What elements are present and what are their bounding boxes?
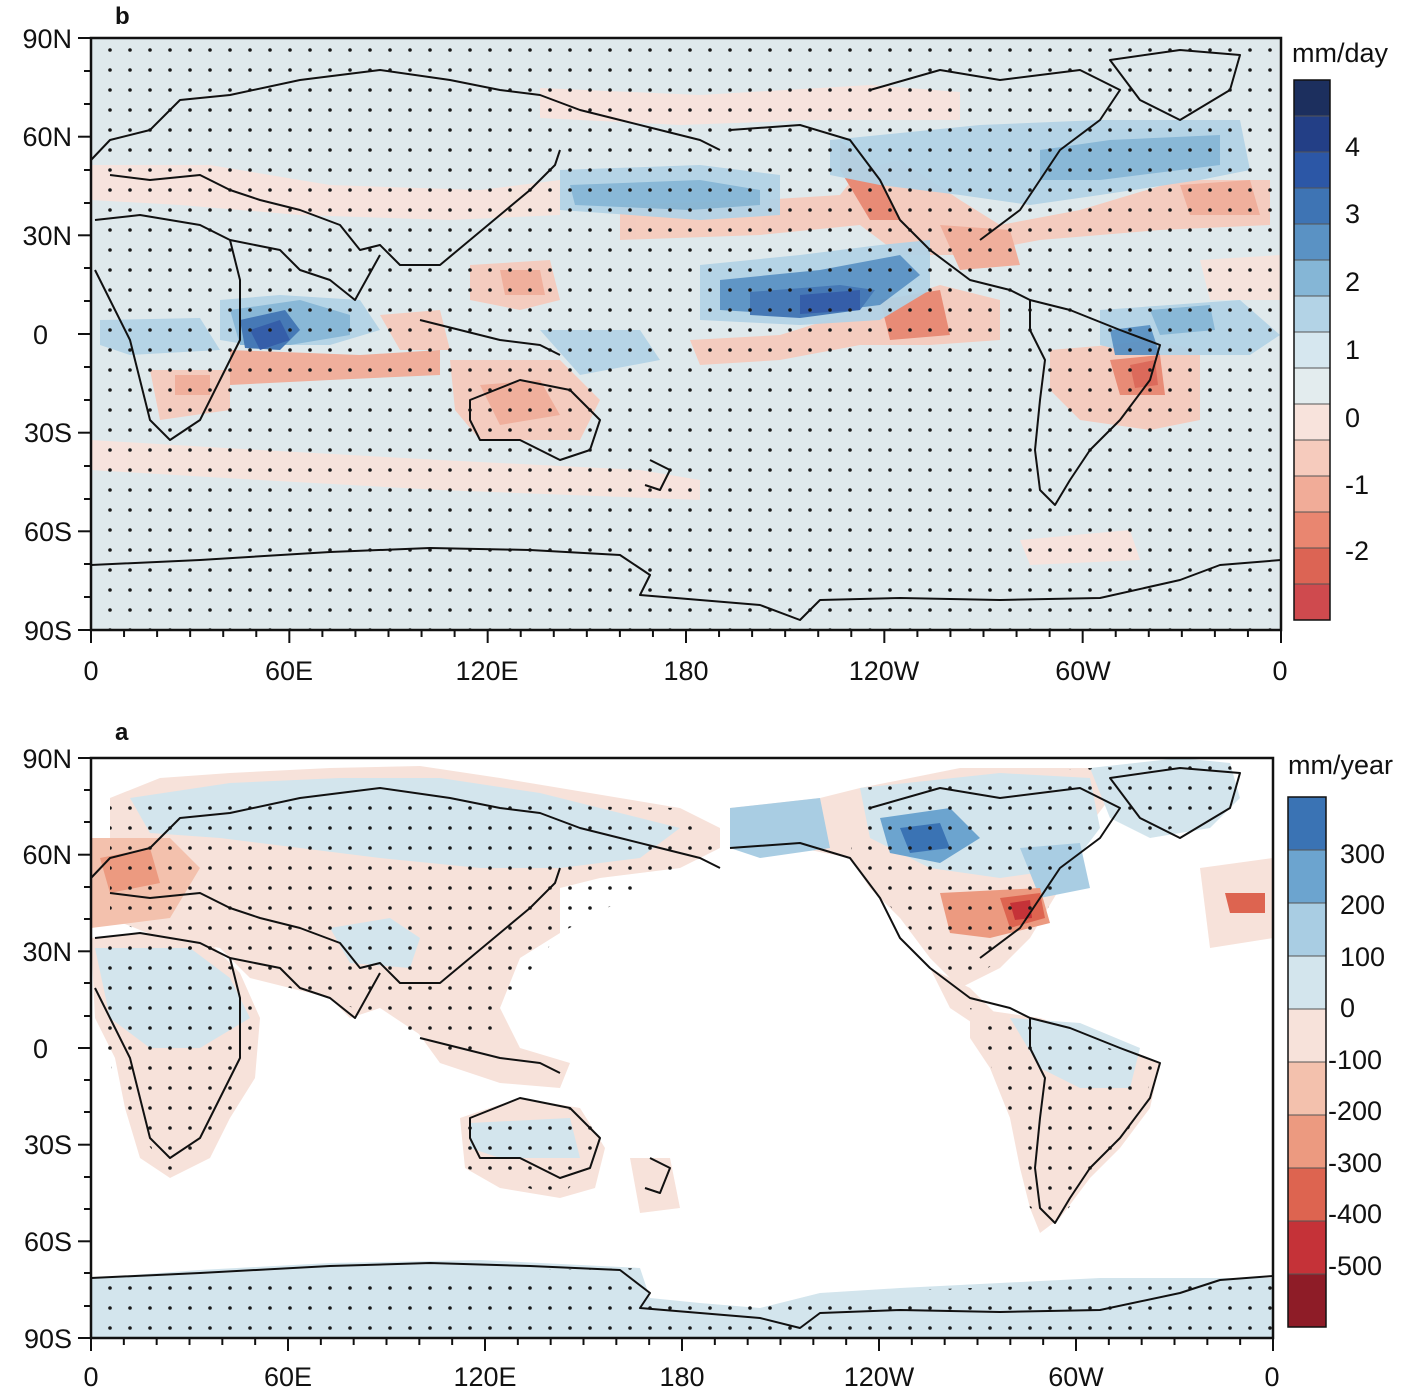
lat-label: 60N bbox=[22, 840, 72, 870]
panel-letter: a bbox=[115, 719, 129, 746]
lat-tick-marks bbox=[78, 37, 91, 631]
colorbar-swatch bbox=[1293, 367, 1331, 405]
colorbar-label: 200 bbox=[1340, 890, 1385, 920]
significance-stippling bbox=[91, 38, 1281, 630]
lat-label: 90S bbox=[24, 616, 72, 646]
lon-label: 60E bbox=[265, 656, 313, 686]
colorbar-swatch bbox=[1293, 79, 1331, 117]
lon-label: 60W bbox=[1055, 656, 1111, 686]
colorbar-swatch bbox=[1287, 955, 1327, 1010]
colorbar-labels: 300 200 100 0 -100 -200 -300 -400 -500 bbox=[1328, 839, 1385, 1281]
colorbar-swatch bbox=[1287, 796, 1327, 851]
map-figure-a: 90N 60N 30N 0 30S 60S 90S 0 60E 120E 180… bbox=[22, 719, 1393, 1392]
lon-label: 60E bbox=[264, 1362, 312, 1392]
lat-label: 60N bbox=[22, 122, 72, 152]
lat-label: 30N bbox=[22, 937, 72, 967]
colorbar-label: 100 bbox=[1340, 942, 1385, 972]
colorbar-label: -500 bbox=[1328, 1251, 1382, 1281]
colorbar bbox=[1293, 79, 1331, 621]
panel-letter: b bbox=[115, 3, 130, 30]
colorbar-swatch bbox=[1287, 1220, 1327, 1275]
lat-tick-labels: 90N 60N 30N 0 30S 60S 90S bbox=[22, 744, 72, 1354]
lon-label: 120E bbox=[455, 656, 518, 686]
colorbar-swatch bbox=[1293, 115, 1331, 153]
colorbar-labels: 4 3 2 1 0 -1 -2 bbox=[1345, 132, 1369, 566]
lat-label: 90N bbox=[22, 24, 72, 54]
colorbar-label: -2 bbox=[1345, 536, 1369, 566]
lon-label: 0 bbox=[1264, 1362, 1279, 1392]
colorbar-swatch bbox=[1287, 902, 1327, 957]
colorbar-label: 4 bbox=[1345, 132, 1360, 162]
colorbar-frame bbox=[1293, 79, 1331, 621]
lon-tick-labels: 0 60E 120E 180 120W 60W 0 bbox=[83, 656, 1287, 686]
coastlines bbox=[91, 49, 1281, 621]
colorbar-frame bbox=[1287, 796, 1327, 1328]
lat-label: 30S bbox=[24, 1130, 72, 1160]
colorbar-swatch bbox=[1293, 151, 1331, 189]
lon-label: 120E bbox=[453, 1362, 516, 1392]
lon-label: 0 bbox=[83, 656, 98, 686]
significance-stippling bbox=[91, 763, 1273, 1338]
lat-label: 0 bbox=[33, 320, 48, 350]
map-area-a bbox=[91, 758, 1273, 1338]
colorbar-swatch bbox=[1287, 1273, 1327, 1328]
colorbar-swatch bbox=[1293, 475, 1331, 513]
lat-label: 30S bbox=[24, 418, 72, 448]
colorbar-label: 2 bbox=[1345, 267, 1360, 297]
colorbar-label: -200 bbox=[1328, 1096, 1382, 1126]
colorbar-swatch bbox=[1293, 403, 1331, 441]
colorbar-swatch bbox=[1293, 187, 1331, 225]
colorbar-label: -100 bbox=[1328, 1045, 1382, 1075]
colorbar-label: -300 bbox=[1328, 1148, 1382, 1178]
colorbar-swatch bbox=[1287, 849, 1327, 904]
lat-label: 90S bbox=[24, 1324, 72, 1354]
colorbar-unit: mm/year bbox=[1288, 750, 1393, 780]
colorbar-label: -1 bbox=[1345, 470, 1369, 500]
colorbar-label: 1 bbox=[1345, 335, 1360, 365]
lat-label: 30N bbox=[22, 221, 72, 251]
lat-label: 60S bbox=[24, 1227, 72, 1257]
lon-label: 120W bbox=[844, 1362, 915, 1392]
colorbar-swatch bbox=[1293, 511, 1331, 549]
colorbar-swatch bbox=[1287, 1008, 1327, 1063]
colorbar-swatch bbox=[1293, 331, 1331, 369]
lon-label: 180 bbox=[663, 656, 708, 686]
lon-label: 120W bbox=[849, 656, 920, 686]
lat-label: 0 bbox=[33, 1034, 48, 1064]
colorbar-swatch bbox=[1293, 223, 1331, 261]
colorbar-label: 0 bbox=[1340, 993, 1355, 1023]
lon-label: 0 bbox=[83, 1362, 98, 1392]
colorbar-swatch bbox=[1293, 547, 1331, 585]
panel-b: 90N 60N 30N 0 30S 60S 90S 0 60E 120E 180… bbox=[0, 0, 1415, 690]
lat-tick-marks bbox=[78, 757, 91, 1339]
colorbar-label: 0 bbox=[1345, 403, 1360, 433]
colorbar-label: -400 bbox=[1328, 1199, 1382, 1229]
lat-label: 90N bbox=[22, 744, 72, 774]
colorbar-swatch bbox=[1293, 583, 1331, 621]
lat-tick-labels: 90N 60N 30N 0 30S 60S 90S bbox=[22, 24, 72, 646]
panel-a: 90N 60N 30N 0 30S 60S 90S 0 60E 120E 180… bbox=[0, 718, 1415, 1396]
lon-label: 180 bbox=[659, 1362, 704, 1392]
colorbar-swatch bbox=[1287, 1061, 1327, 1116]
map-area-b bbox=[91, 38, 1281, 630]
lat-label: 60S bbox=[24, 517, 72, 547]
colorbar-swatch bbox=[1293, 439, 1331, 477]
colorbar-swatch bbox=[1293, 259, 1331, 297]
lon-label: 0 bbox=[1272, 656, 1287, 686]
colorbar bbox=[1287, 796, 1327, 1328]
map-figure-b: 90N 60N 30N 0 30S 60S 90S 0 60E 120E 180… bbox=[22, 3, 1389, 686]
lon-label: 60W bbox=[1048, 1362, 1104, 1392]
colorbar-swatch bbox=[1287, 1167, 1327, 1222]
colorbar-swatch bbox=[1287, 1114, 1327, 1169]
lon-tick-marks bbox=[90, 1338, 1274, 1351]
colorbar-unit: mm/day bbox=[1292, 38, 1389, 68]
lon-tick-marks bbox=[90, 630, 1282, 643]
lon-tick-labels: 0 60E 120E 180 120W 60W 0 bbox=[83, 1362, 1279, 1392]
colorbar-swatch bbox=[1293, 295, 1331, 333]
colorbar-label: 3 bbox=[1345, 199, 1360, 229]
coastlines bbox=[91, 767, 1273, 1329]
colorbar-label: 300 bbox=[1340, 839, 1385, 869]
